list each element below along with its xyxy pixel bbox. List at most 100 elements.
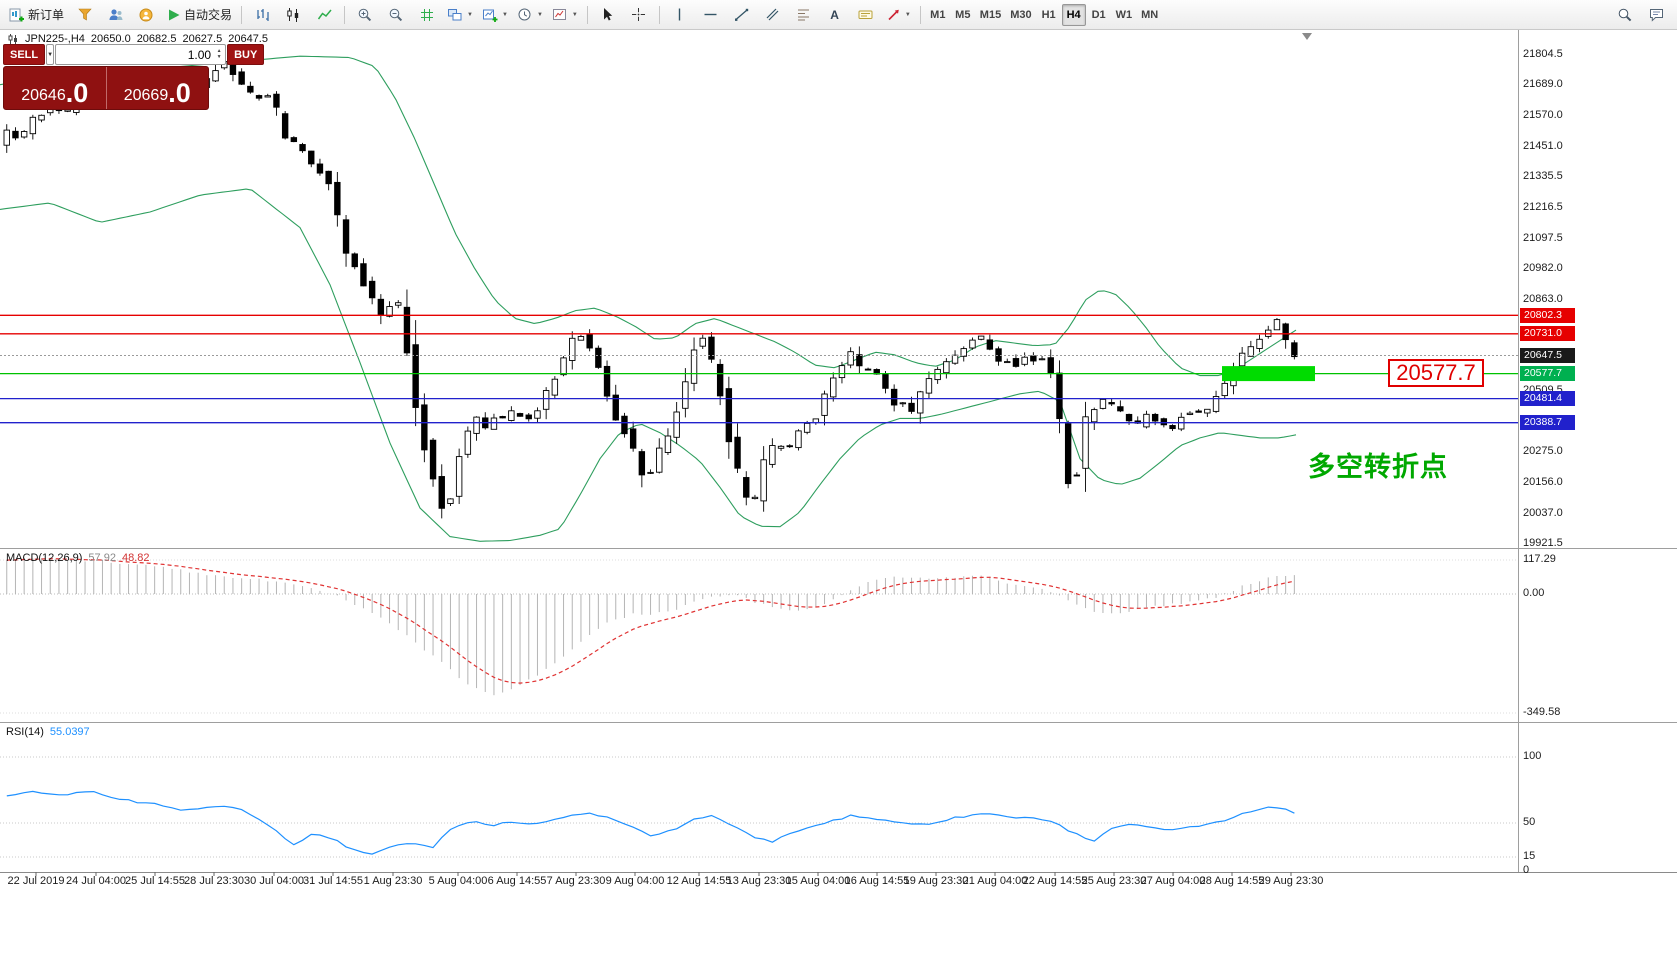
timeframe-H1-button[interactable]: H1 bbox=[1041, 8, 1056, 21]
candles-layer bbox=[3, 58, 1298, 519]
crosshair-button[interactable] bbox=[624, 3, 654, 27]
contacts-button[interactable] bbox=[100, 3, 130, 27]
dropdown-caret-icon: ▼ bbox=[467, 11, 473, 18]
search-button[interactable] bbox=[1610, 3, 1640, 27]
horizontal-line-button[interactable] bbox=[696, 3, 726, 27]
macd-histogram bbox=[6, 557, 1295, 696]
buy-price-main: 20669 bbox=[123, 87, 169, 104]
macd-indicator-label: MACD(12,26,9) 57.92 48.82 bbox=[6, 552, 149, 564]
buy-button[interactable]: BUY bbox=[227, 44, 265, 65]
symbol-ohlc-line: JPN225-,H4 20650.0 20682.5 20627.5 20647… bbox=[7, 33, 268, 45]
buy-price-button[interactable]: 20669.0 bbox=[107, 67, 209, 109]
bar-chart-icon bbox=[256, 9, 269, 21]
support-zone-rect[interactable] bbox=[1222, 366, 1315, 382]
rsi-value: 55.0397 bbox=[49, 726, 90, 738]
dropdown-caret-icon: ▼ bbox=[47, 51, 54, 58]
vertical-line-icon bbox=[679, 8, 681, 21]
rsi-line bbox=[6, 790, 1295, 855]
search-icon bbox=[1618, 8, 1632, 21]
ohlc-open: 20650.0 bbox=[90, 33, 131, 45]
dropdown-caret-icon: ▼ bbox=[904, 11, 911, 18]
sell-price-frac: .0 bbox=[65, 77, 89, 108]
grid-button[interactable] bbox=[412, 3, 442, 27]
community-icon bbox=[139, 8, 153, 21]
toolbar-separator bbox=[658, 5, 660, 24]
ohlc-high: 20682.5 bbox=[136, 33, 177, 45]
new-order-icon bbox=[9, 8, 24, 21]
line-chart-button[interactable] bbox=[309, 3, 339, 27]
templates-button[interactable]: ▼ bbox=[548, 3, 582, 27]
zoom-out-button[interactable] bbox=[381, 3, 411, 27]
channel-icon bbox=[766, 8, 779, 21]
volume-field-wrap: ▲▼ bbox=[55, 44, 227, 65]
volume-input[interactable] bbox=[56, 47, 214, 62]
timeframe-D1-button[interactable]: D1 bbox=[1091, 8, 1106, 21]
chat-button[interactable] bbox=[1642, 3, 1672, 27]
contacts-icon bbox=[109, 9, 123, 20]
crosshair-icon bbox=[632, 8, 646, 21]
turning-point-annotation[interactable]: 多空转折点 bbox=[1308, 452, 1448, 482]
stepper-down-icon[interactable]: ▼ bbox=[216, 54, 222, 60]
text-icon: A bbox=[831, 8, 840, 22]
vertical-line-button[interactable] bbox=[665, 3, 695, 27]
bollinger-bands bbox=[0, 55, 1297, 542]
periods-button[interactable]: ▼ bbox=[513, 3, 547, 27]
timeframe-W1-button[interactable]: W1 bbox=[1115, 8, 1133, 21]
sell-button[interactable]: SELL bbox=[3, 44, 46, 65]
dropdown-caret-icon: ▼ bbox=[536, 11, 543, 18]
symbol-name: JPN225-,H4 bbox=[25, 33, 85, 45]
dropdown-caret-icon: ▼ bbox=[571, 11, 578, 18]
trendline-icon bbox=[735, 8, 749, 21]
price-callout-box[interactable]: 20577.7 bbox=[1388, 359, 1484, 387]
timeframe-M5-button[interactable]: M5 bbox=[955, 8, 971, 21]
clock-icon bbox=[518, 8, 531, 20]
equidistant-channel-button[interactable] bbox=[758, 3, 788, 27]
chart-shift-marker-icon[interactable] bbox=[1302, 33, 1312, 40]
chart-marker-icon bbox=[8, 34, 17, 45]
toolbar-right-group bbox=[1610, 3, 1672, 27]
timeframe-MN-button[interactable]: MN bbox=[1141, 8, 1159, 21]
svg-text:A: A bbox=[831, 8, 840, 22]
community-button[interactable] bbox=[131, 3, 161, 27]
arrow-shape-icon bbox=[888, 9, 899, 21]
volume-stepper[interactable]: ▲ ▼ bbox=[213, 49, 225, 60]
line-chart-icon bbox=[317, 9, 332, 20]
label-button[interactable] bbox=[851, 3, 881, 27]
new-order-button[interactable]: 新订单 bbox=[5, 3, 68, 27]
timeframe-H4-button[interactable]: H4 bbox=[1061, 3, 1086, 26]
tile-windows-button[interactable]: ▼ bbox=[443, 3, 477, 27]
trendline-button[interactable] bbox=[727, 3, 757, 27]
new-chart-button[interactable]: ▼ bbox=[478, 3, 512, 27]
cursor-icon bbox=[604, 8, 613, 21]
candlestick-chart-icon bbox=[287, 7, 299, 22]
sell-price-button[interactable]: 20646.0 bbox=[4, 67, 106, 109]
toolbar: 新订单 自动交易 ▼ ▼ ▼ ▼ bbox=[0, 0, 1677, 30]
tile-windows-icon bbox=[448, 8, 462, 20]
cursor-button[interactable] bbox=[593, 3, 623, 27]
bar-chart-button[interactable] bbox=[247, 3, 277, 27]
zoom-in-icon bbox=[358, 8, 372, 21]
buy-price-frac: .0 bbox=[168, 77, 191, 108]
text-button[interactable]: A bbox=[820, 3, 850, 27]
bollinger-lower-band bbox=[0, 188, 1297, 542]
fibonacci-button[interactable] bbox=[789, 3, 819, 27]
funnel-icon bbox=[77, 8, 92, 21]
rsi-indicator-label: RSI(14) 55.0397 bbox=[6, 726, 90, 738]
price-divider bbox=[105, 67, 107, 109]
timeframe-M15-button[interactable]: M15 bbox=[979, 8, 1002, 21]
toolbar-separator bbox=[241, 5, 243, 24]
rsi-name: RSI(14) bbox=[6, 726, 44, 738]
timeframe-M1-button[interactable]: M1 bbox=[930, 8, 946, 21]
algo-trading-button[interactable]: 自动交易 bbox=[162, 3, 236, 27]
volume-dropdown[interactable]: ▼ bbox=[46, 44, 55, 65]
funnel-button[interactable] bbox=[69, 3, 99, 27]
shapes-button[interactable]: ▼ bbox=[882, 3, 915, 27]
zoom-in-button[interactable] bbox=[350, 3, 380, 27]
toolbar-separator bbox=[586, 5, 588, 24]
template-icon bbox=[552, 8, 566, 20]
fibonacci-icon bbox=[798, 9, 810, 21]
stepper-up-icon[interactable]: ▲ bbox=[216, 48, 222, 54]
timeframe-M30-button[interactable]: M30 bbox=[1010, 8, 1032, 21]
candlestick-chart-button[interactable] bbox=[278, 3, 308, 27]
